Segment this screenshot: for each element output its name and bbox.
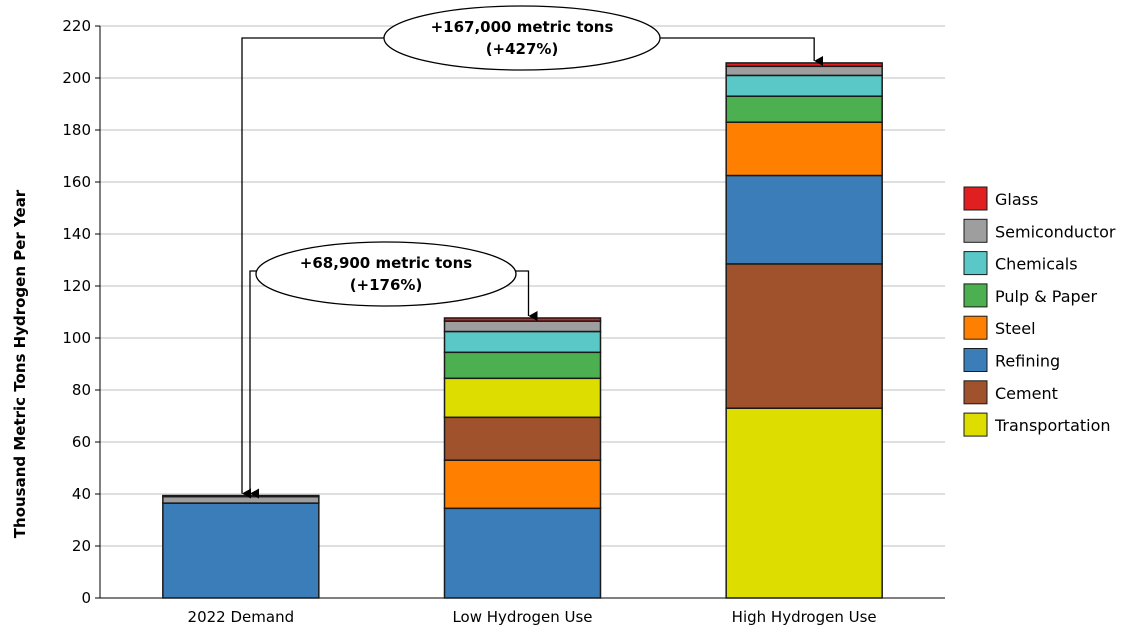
legend-swatch-pulp-paper — [963, 283, 988, 308]
y-tick-label: 140 — [62, 225, 91, 243]
legend-label: Chemicals — [995, 255, 1078, 274]
annotations: +68,900 metric tons (+176%) +167,000 metri… — [241, 5, 824, 499]
legend-label: Transportation — [994, 416, 1111, 435]
x-axis-labels: 2022 Demand Low Hydrogen Use High Hydrogen… — [188, 608, 877, 626]
annotation-callout — [383, 5, 661, 71]
bar-segment-refining — [162, 502, 320, 599]
legend-swatch-cement — [963, 380, 988, 405]
y-tick-label: 40 — [72, 485, 91, 503]
legend-label: Refining — [995, 352, 1060, 371]
bar-segment-steel — [443, 459, 602, 510]
bar-segment-pulp-paper — [725, 95, 883, 123]
bar-segment-steel — [725, 121, 883, 177]
x-category-label: High Hydrogen Use — [732, 608, 877, 626]
legend-label: Pulp & Paper — [995, 287, 1097, 306]
x-category-label: 2022 Demand — [188, 608, 295, 626]
legend-swatch-steel — [963, 315, 988, 340]
bar-segment-transportation — [443, 377, 602, 419]
legend: Glass Semiconductor Chemicals Pulp & Paper S… — [963, 186, 1116, 437]
bar-segment-glass — [443, 317, 602, 322]
y-tick-label: 160 — [62, 173, 91, 191]
legend-swatch-refining — [963, 348, 988, 372]
y-axis-label: Thousand Metric Tons Hydrogen Per Year — [11, 189, 29, 538]
annotation-line2: (+176%) — [350, 276, 423, 294]
legend-swatch-glass — [963, 186, 988, 211]
y-tick-label: 100 — [62, 329, 91, 347]
legend-swatch-transportation — [963, 412, 988, 437]
annotation-line1: +167,000 metric tons — [431, 18, 614, 36]
bar-segment-cement — [725, 263, 883, 409]
y-tick-label: 120 — [62, 277, 91, 295]
bar-segment-chemicals — [725, 74, 883, 97]
bar-segment-pulp-paper — [443, 351, 602, 380]
x-category-label: Low Hydrogen Use — [452, 608, 592, 626]
y-tick-label: 60 — [72, 433, 91, 451]
legend-swatch-semiconductor — [963, 218, 988, 243]
annotation-callout — [255, 241, 517, 307]
annotation-line2: (+427%) — [486, 40, 559, 58]
bar-segment-glass — [162, 494, 320, 498]
legend-label: Cement — [995, 384, 1058, 403]
legend-label: Glass — [995, 190, 1038, 209]
bar-segment-glass — [725, 62, 883, 68]
y-tick-label: 20 — [72, 537, 91, 555]
bar-segment-refining — [443, 507, 602, 599]
bar-segment-transportation — [725, 407, 883, 599]
bars — [162, 62, 883, 599]
bar-segment-cement — [443, 416, 602, 461]
y-tick-label: 0 — [81, 589, 91, 607]
legend-label: Semiconductor — [995, 222, 1116, 241]
legend-label: Steel — [995, 319, 1036, 338]
y-tick-label: 220 — [62, 17, 91, 35]
bar-segment-semiconductor — [162, 495, 320, 504]
y-tick-label: 200 — [62, 69, 91, 87]
bar-segment-semiconductor — [725, 65, 883, 77]
y-axis: 0 20 40 60 80 100 120 140 160 180 200 220 — [62, 17, 945, 607]
legend-swatch-chemicals — [963, 251, 988, 276]
bar-segment-chemicals — [443, 330, 602, 354]
y-tick-label: 180 — [62, 121, 91, 139]
y-tick-label: 80 — [72, 381, 91, 399]
bar-segment-refining — [725, 174, 883, 265]
annotation-line1: +68,900 metric tons — [300, 254, 472, 272]
bar-segment-semiconductor — [443, 320, 602, 333]
